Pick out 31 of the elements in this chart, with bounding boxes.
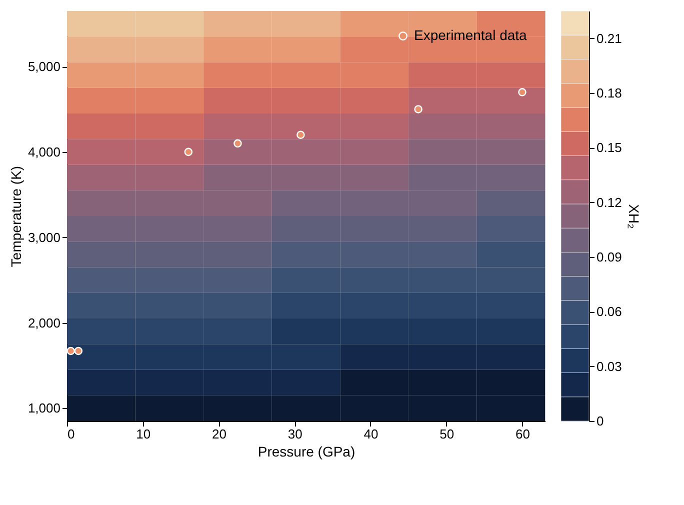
y-tick-label: 4,000 (28, 144, 60, 160)
color-bar-label: 0.03 (596, 358, 622, 374)
color-bar-label: 0.21 (596, 30, 622, 46)
color-bar-title: XH₂ (626, 204, 642, 229)
y-axis-title: Temperature (K) (8, 166, 24, 268)
point (296, 130, 305, 139)
x-tick-label: 40 (364, 426, 378, 442)
point (66, 346, 75, 356)
y-tick-label: 1,000 (28, 400, 60, 416)
color-bar-label: 0 (596, 414, 604, 428)
color-bar-label: 0.15 (596, 140, 622, 156)
point (234, 139, 242, 148)
color-bar-label: 0.09 (596, 250, 622, 264)
x-tick-label: 30 (288, 426, 302, 442)
color-bar-label: 0.06 (596, 304, 622, 320)
point (74, 346, 83, 356)
color-bar-label: 0.18 (596, 86, 622, 100)
x-tick-label: 0 (68, 426, 75, 442)
legend-label: Experimental data (414, 27, 528, 43)
y-tick-label: 5,000 (28, 59, 60, 74)
color-bar-label: 0.12 (596, 194, 622, 210)
x-tick-label: 50 (440, 426, 454, 442)
x-tick-label: 10 (136, 426, 151, 442)
x-tick-label: 20 (212, 426, 226, 442)
x-axis-title: Pressure (GPa) (258, 444, 356, 460)
point (414, 105, 422, 114)
y-tick-label: 2,000 (28, 315, 60, 330)
x-tick-label: 60 (516, 426, 530, 442)
point (518, 88, 526, 96)
y-tick-label: 3,000 (28, 230, 60, 245)
point (184, 148, 193, 156)
